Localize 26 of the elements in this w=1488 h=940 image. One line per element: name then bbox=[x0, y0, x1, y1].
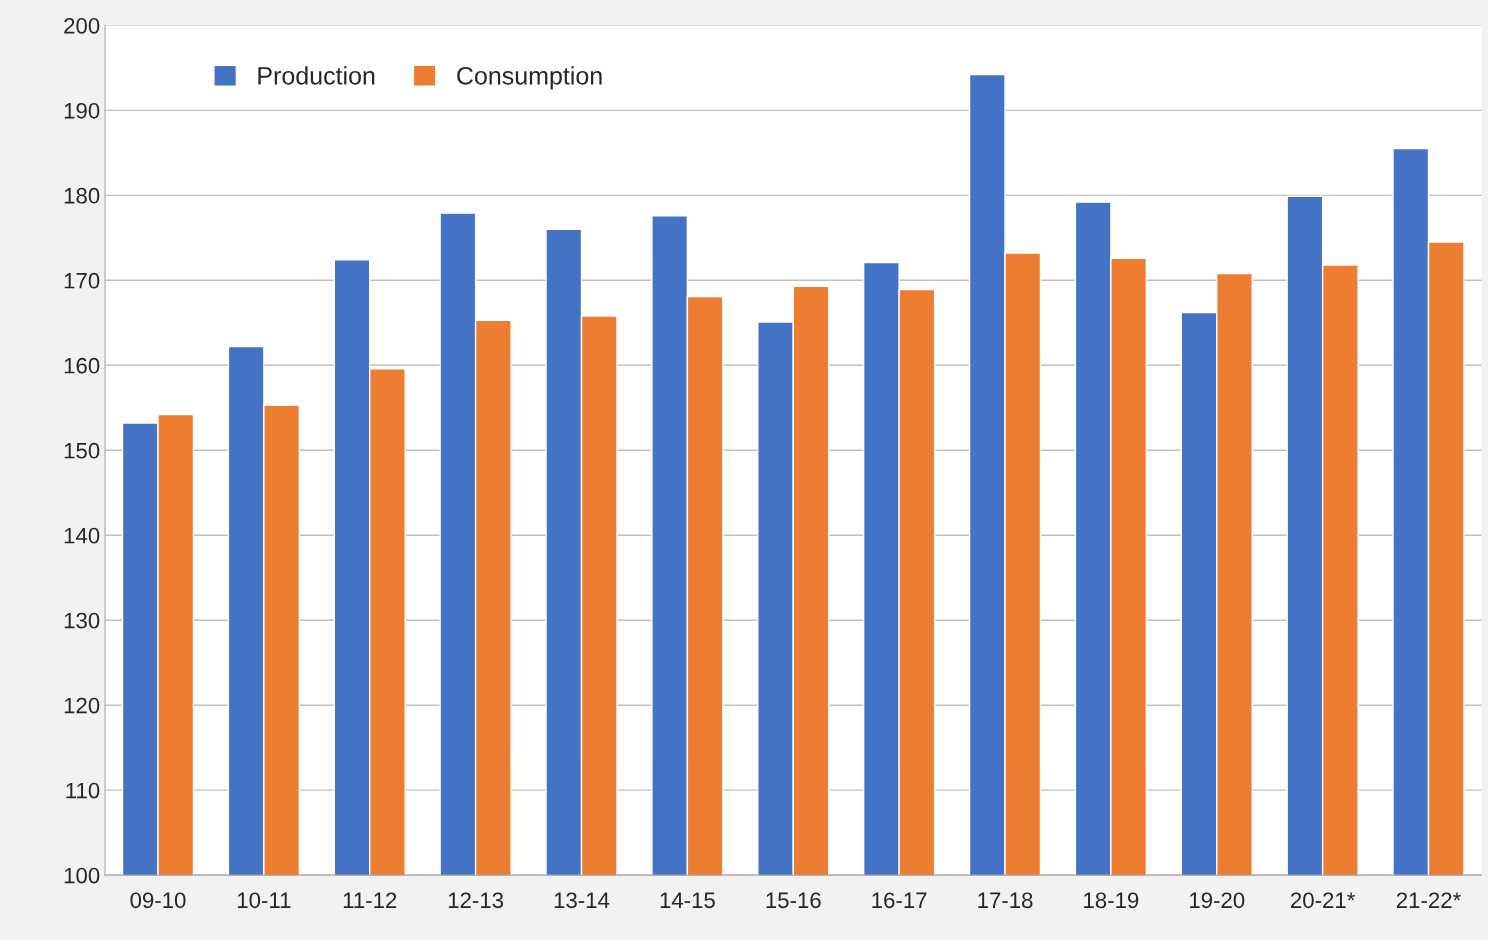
x-tick-label: 11-12 bbox=[343, 892, 397, 908]
x-tick-label: 13-14 bbox=[554, 892, 610, 909]
x-tick-label: 17-18 bbox=[978, 892, 1033, 909]
x-tick-label: 14-15 bbox=[660, 892, 715, 909]
x-tick-label: 20-21* bbox=[1291, 892, 1356, 909]
x-tick-label: 10-11 bbox=[237, 892, 291, 909]
y-tick-label: 140 bbox=[64, 527, 100, 544]
y-tick-label: 120 bbox=[64, 697, 100, 714]
y-tick-label: 110 bbox=[66, 782, 100, 799]
x-tick-label: 15-16 bbox=[766, 892, 821, 909]
x-tick-label: 16-17 bbox=[872, 892, 927, 909]
y-tick-label: 200 bbox=[64, 17, 100, 34]
y-tick-label: 100 bbox=[64, 867, 100, 884]
y-tick-label: 130 bbox=[64, 612, 100, 629]
y-tick-label: 190 bbox=[64, 102, 100, 119]
x-tick-label: 12-13 bbox=[448, 892, 504, 909]
y-tick-label: 160 bbox=[64, 357, 100, 374]
y-tick-label: 170 bbox=[64, 272, 100, 289]
legend-label: Consumption bbox=[457, 66, 602, 90]
x-tick-label: 18-19 bbox=[1084, 892, 1139, 909]
legend-label: Production bbox=[258, 66, 375, 85]
x-tick-label: 21-22* bbox=[1396, 892, 1461, 908]
x-tick-label: 19-20 bbox=[1190, 892, 1245, 909]
y-tick-label: 180 bbox=[64, 187, 100, 204]
y-tick-label: 150 bbox=[64, 442, 100, 459]
x-tick-label: 09-10 bbox=[130, 892, 186, 909]
